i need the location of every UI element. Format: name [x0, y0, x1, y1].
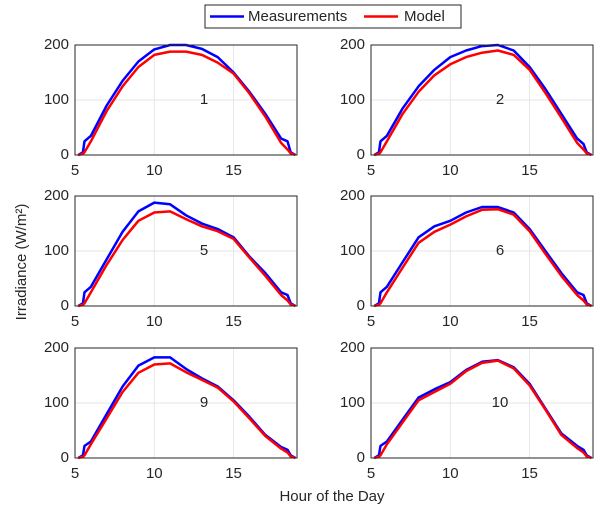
- series-line: [373, 207, 592, 308]
- x-tick-label: 5: [367, 162, 375, 179]
- x-axis-label: Hour of the Day: [279, 488, 385, 505]
- y-tick-label: 0: [357, 146, 365, 163]
- x-tick-label: 5: [367, 313, 375, 330]
- legend-label: Measurements: [248, 8, 347, 25]
- x-tick-label: 15: [225, 162, 242, 179]
- x-tick-label: 10: [146, 465, 163, 482]
- axes-box: [74, 347, 298, 459]
- x-tick-label: 15: [521, 465, 538, 482]
- y-tick-label: 200: [44, 187, 69, 204]
- x-tick-label: 15: [521, 313, 538, 330]
- y-tick-label: 100: [44, 394, 69, 411]
- series-line: [77, 201, 297, 308]
- x-tick-label: 10: [442, 162, 459, 179]
- y-tick-label: 0: [61, 297, 69, 314]
- series-line: [373, 359, 592, 460]
- x-tick-label: 10: [442, 465, 459, 482]
- y-tick-label: 200: [340, 36, 365, 53]
- panel-annotation: 2: [496, 91, 504, 108]
- x-tick-label: 10: [146, 313, 163, 330]
- axes-box: [370, 44, 594, 156]
- y-tick-label: 100: [340, 242, 365, 259]
- x-tick-label: 5: [71, 313, 79, 330]
- panel-annotation: 10: [492, 394, 509, 411]
- axes-box: [370, 195, 594, 307]
- series-line: [373, 43, 593, 157]
- x-tick-label: 5: [71, 162, 79, 179]
- x-tick-label: 15: [225, 313, 242, 330]
- y-tick-label: 200: [44, 36, 69, 53]
- x-tick-label: 10: [146, 162, 163, 179]
- series-line: [373, 205, 593, 308]
- series-line: [373, 49, 592, 157]
- y-tick-label: 200: [44, 339, 69, 356]
- y-axis-label: Irradiance (W/m²): [13, 204, 30, 321]
- panel-annotation: 5: [200, 242, 208, 259]
- y-tick-label: 100: [44, 91, 69, 108]
- axes-box: [370, 347, 594, 459]
- series-line: [77, 50, 296, 157]
- legend-label: Model: [404, 8, 445, 25]
- x-tick-label: 10: [442, 313, 459, 330]
- axes-box: [74, 195, 298, 307]
- y-tick-label: 0: [357, 297, 365, 314]
- x-tick-label: 15: [521, 162, 538, 179]
- series-line: [77, 362, 296, 460]
- y-tick-label: 0: [357, 449, 365, 466]
- y-tick-label: 0: [61, 146, 69, 163]
- y-tick-label: 100: [340, 394, 365, 411]
- y-tick-label: 200: [340, 187, 365, 204]
- axes-box: [74, 44, 298, 156]
- x-tick-label: 15: [225, 465, 242, 482]
- y-tick-label: 100: [340, 91, 365, 108]
- panel-annotation: 9: [200, 394, 208, 411]
- x-tick-label: 5: [71, 465, 79, 482]
- y-tick-label: 100: [44, 242, 69, 259]
- series-line: [77, 356, 297, 460]
- panel-annotation: 6: [496, 242, 504, 259]
- x-tick-label: 5: [367, 465, 375, 482]
- series-line: [77, 210, 296, 308]
- y-tick-label: 200: [340, 339, 365, 356]
- legend-box: [204, 4, 462, 29]
- panel-annotation: 1: [200, 91, 208, 108]
- y-tick-label: 0: [61, 449, 69, 466]
